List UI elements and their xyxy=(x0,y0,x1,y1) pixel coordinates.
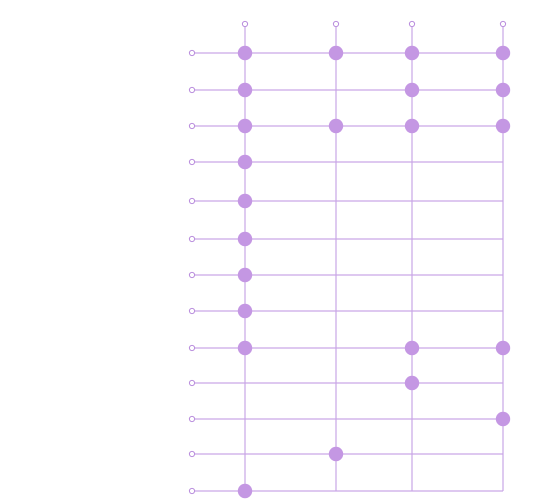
connection-dot xyxy=(404,45,420,61)
row-terminal xyxy=(188,49,196,57)
connection-dot xyxy=(237,231,253,247)
connection-dot xyxy=(495,118,511,134)
connection-dot xyxy=(237,267,253,283)
row-terminal xyxy=(188,487,196,495)
connection-dot xyxy=(404,340,420,356)
connection-dot xyxy=(237,340,253,356)
connection-dot xyxy=(495,45,511,61)
connection-dots xyxy=(237,45,511,499)
connection-dot xyxy=(237,45,253,61)
connection-dot xyxy=(328,118,344,134)
connection-dot xyxy=(404,118,420,134)
row-terminal xyxy=(188,344,196,352)
connection-dot xyxy=(495,82,511,98)
connection-dot xyxy=(237,483,253,499)
column-terminal xyxy=(408,20,416,28)
connection-dot xyxy=(404,82,420,98)
connection-dot xyxy=(237,154,253,170)
row-terminal xyxy=(188,86,196,94)
column-terminal xyxy=(332,20,340,28)
connection-dot xyxy=(328,446,344,462)
row-terminal xyxy=(188,158,196,166)
connection-dot xyxy=(237,82,253,98)
connection-dot xyxy=(328,45,344,61)
connection-dot xyxy=(404,375,420,391)
connection-dot xyxy=(237,303,253,319)
row-terminal xyxy=(188,122,196,130)
row-terminal xyxy=(188,415,196,423)
connection-dot xyxy=(495,411,511,427)
row-terminal xyxy=(188,379,196,387)
row-terminal xyxy=(188,235,196,243)
terminals xyxy=(188,20,507,495)
connection-dot xyxy=(237,193,253,209)
connection-dot xyxy=(495,340,511,356)
row-terminal xyxy=(188,307,196,315)
row-terminal xyxy=(188,450,196,458)
column-terminal xyxy=(499,20,507,28)
column-lines xyxy=(244,27,504,491)
connection-dot xyxy=(237,118,253,134)
row-terminal xyxy=(188,271,196,279)
column-terminal xyxy=(241,20,249,28)
row-terminal xyxy=(188,197,196,205)
